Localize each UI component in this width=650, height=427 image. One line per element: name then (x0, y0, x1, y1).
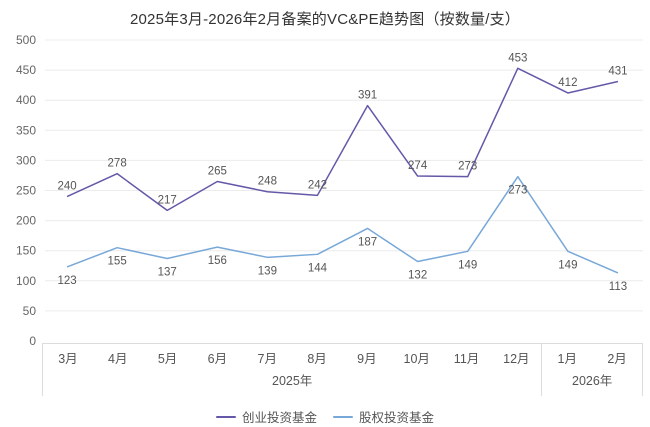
chart-legend: 创业投资基金 股权投资基金 (0, 407, 650, 426)
x-axis-year-group: 3月 4月 5月 6月 7月 8月 9月 10月 11月 12月 2025年 (42, 343, 542, 396)
y-axis-tick-label: 0 (29, 334, 36, 348)
y-axis-tick-label: 150 (16, 244, 36, 258)
legend-label: 股权投资基金 (359, 411, 435, 425)
y-axis-tick-label: 100 (16, 274, 36, 288)
series-line-2 (66, 175, 619, 274)
legend-line-swatch (333, 415, 353, 418)
y-axis-tick-label: 400 (16, 93, 36, 107)
data-point-label: 273 (508, 185, 527, 197)
x-axis-month-row: 1月 2月 (542, 351, 642, 367)
data-point-label: 137 (158, 267, 177, 279)
data-point-label: 242 (308, 179, 327, 191)
data-point-label: 132 (408, 270, 427, 282)
data-point-label: 274 (408, 160, 428, 172)
x-axis-month-label: 9月 (357, 352, 377, 366)
data-point-label: 187 (358, 236, 377, 248)
legend-item-1[interactable]: 创业投资基金 (215, 407, 317, 426)
legend-item-2[interactable]: 股权投资基金 (333, 407, 434, 426)
legend-label: 创业投资基金 (241, 411, 317, 425)
data-point-label: 123 (57, 275, 76, 287)
data-point-label: 149 (458, 259, 477, 271)
series-line-1 (66, 67, 619, 212)
x-axis-month-label: 7月 (257, 352, 277, 366)
data-point-label: 139 (258, 265, 277, 277)
data-point-label: 265 (208, 165, 227, 177)
data-point-label: 391 (358, 90, 377, 102)
line-chart-plot-area: 0 50 100 150 200 250 300 350 400 450 500 240 278 217 2… (16, 33, 643, 348)
x-axis-year-label: 2025年 (272, 374, 313, 388)
x-axis-month-label: 8月 (307, 352, 327, 366)
x-axis-month-label: 1月 (557, 352, 577, 366)
data-point-label: 217 (158, 194, 177, 206)
x-axis-year-label: 2026年 (572, 374, 613, 388)
y-axis-tick-label: 500 (16, 33, 36, 47)
y-axis-tick-label: 250 (16, 184, 36, 198)
data-point-label: 155 (108, 256, 127, 268)
data-point-label: 431 (608, 66, 627, 78)
legend-line-swatch (215, 415, 236, 418)
chart-title: 2025年3月-2026年2月备案的VC&PE趋势图（按数量/支） (129, 11, 521, 28)
x-axis-month-label: 12月 (503, 352, 530, 366)
data-point-label: 149 (558, 259, 577, 271)
data-point-label: 156 (208, 255, 227, 267)
data-point-label: 113 (609, 281, 627, 293)
data-point-label: 144 (308, 262, 328, 274)
data-point-label: 278 (108, 158, 127, 170)
x-axis-month-label: 2月 (607, 352, 627, 366)
y-axis-tick-label: 350 (16, 123, 36, 137)
data-point-label: 453 (508, 52, 527, 64)
x-axis-month-label: 6月 (207, 352, 228, 366)
data-point-label: 412 (558, 77, 577, 89)
y-axis-tick-label: 450 (16, 63, 36, 77)
data-point-label: 240 (57, 181, 76, 193)
x-axis-month-label: 5月 (157, 352, 178, 366)
y-axis-tick-label: 50 (23, 304, 37, 318)
y-axis-tick-label: 200 (16, 214, 36, 228)
x-axis-month-label: 3月 (58, 352, 78, 366)
x-axis-month-label: 4月 (108, 352, 128, 366)
x-axis-month-label: 10月 (403, 352, 430, 366)
x-axis-month-row: 3月 4月 5月 6月 7月 8月 9月 10月 11月 12月 (43, 351, 541, 367)
x-axis-month-label: 11月 (453, 352, 480, 366)
y-axis-tick-label: 300 (16, 153, 36, 167)
data-point-label: 273 (458, 161, 477, 173)
x-axis: 3月 4月 5月 6月 7月 8月 9月 10月 11月 12月 2025年 1月 2月 2026年 (42, 343, 643, 396)
data-point-label: 248 (258, 176, 277, 188)
x-axis-year-group: 1月 2月 2026年 (541, 343, 643, 396)
